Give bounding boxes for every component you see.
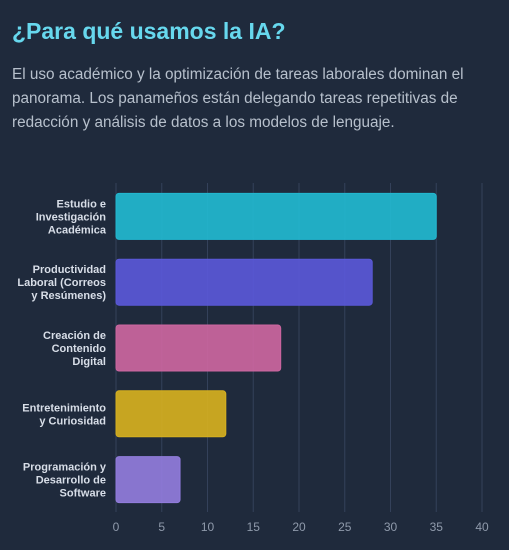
y-tick-label: Estudio e [56, 198, 106, 210]
y-tick-label: Programación y [23, 462, 107, 474]
y-tick-label: Productividad [33, 264, 106, 276]
bar [115, 390, 227, 438]
x-tick-label: 25 [338, 520, 352, 534]
x-tick-label: 15 [247, 520, 261, 534]
y-tick-label: Laboral (Correos [17, 277, 106, 289]
x-tick-label: 5 [158, 520, 165, 534]
bar [115, 456, 181, 504]
bar [115, 258, 373, 306]
y-tick-label: Contenido [52, 343, 107, 355]
y-tick-label: Digital [72, 356, 106, 368]
description: El uso académico y la optimización de ta… [12, 66, 464, 131]
x-tick-label: 20 [292, 520, 306, 534]
y-tick-label: Entretenimiento [22, 402, 106, 414]
x-tick-label: 35 [430, 520, 444, 534]
x-tick-label: 30 [384, 520, 398, 534]
y-tick-label: Académica [48, 224, 107, 236]
y-tick-label: Creación de [43, 330, 106, 342]
title: ¿Para qué usamos la IA? [12, 18, 286, 44]
bar [115, 324, 282, 372]
y-tick-label: Investigación [36, 211, 107, 223]
y-tick-label: y Resúmenes) [31, 290, 106, 302]
x-tick-label: 10 [201, 520, 215, 534]
y-tick-label: Software [60, 488, 106, 500]
x-tick-label: 0 [113, 520, 120, 534]
x-tick-label: 40 [475, 520, 489, 534]
bar [115, 192, 437, 240]
y-tick-label: y Curiosidad [39, 415, 106, 427]
y-tick-label: Desarrollo de [36, 475, 106, 487]
